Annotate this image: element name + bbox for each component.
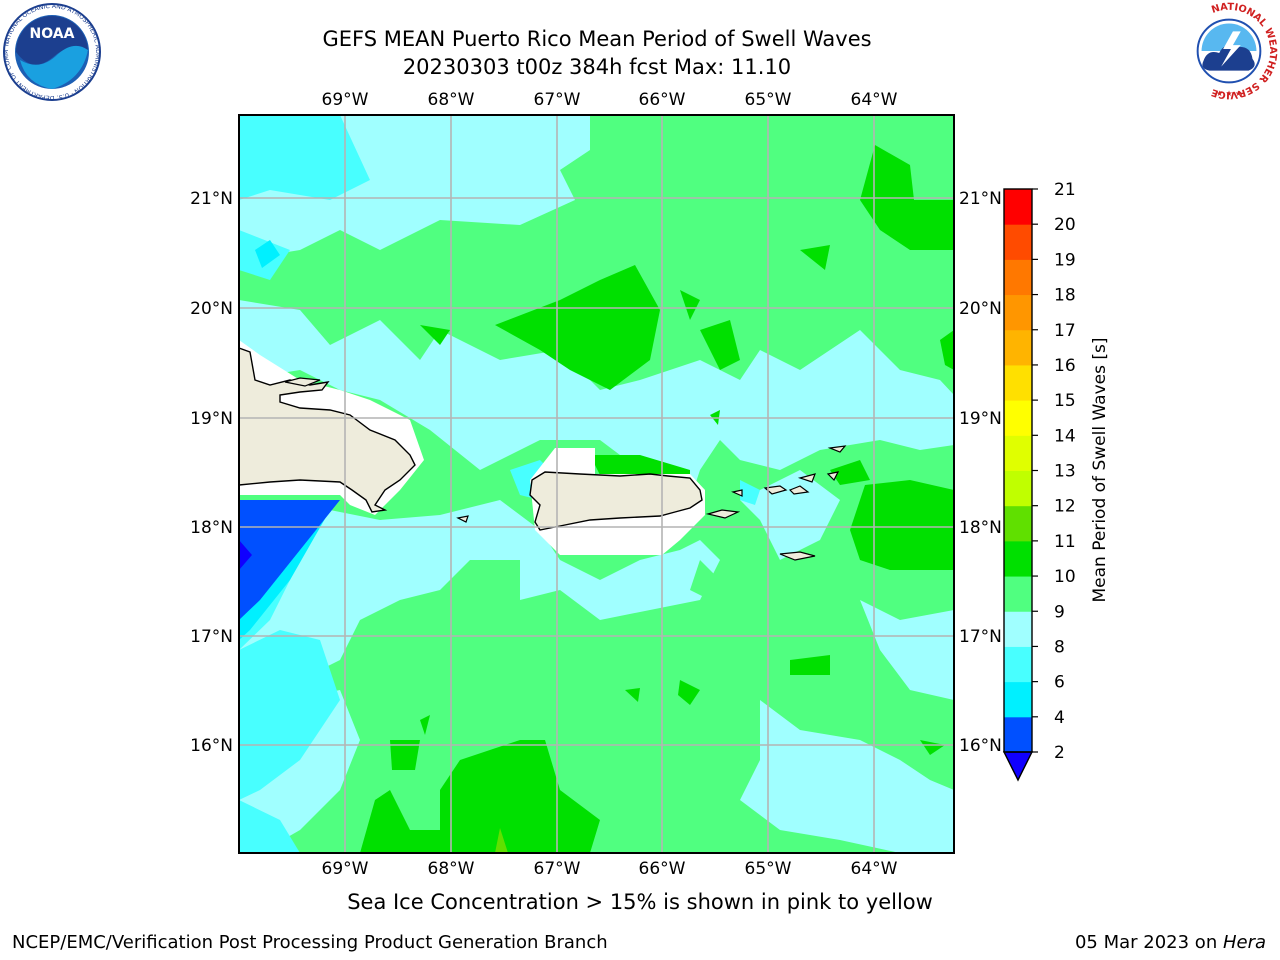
colorbar-segment	[1004, 470, 1032, 507]
lon-label-bottom: 64°W	[851, 859, 898, 879]
lon-label-top: 67°W	[534, 90, 581, 110]
colorbar-segment	[1004, 611, 1032, 647]
lon-label-bottom: 65°W	[745, 859, 792, 879]
lat-label-left: 19°N	[190, 409, 233, 429]
footer-credit: NCEP/EMC/Verification Post Processing Pr…	[12, 932, 608, 953]
lon-label-top: 69°W	[322, 90, 369, 110]
colorbar-tick-label: 4	[1054, 708, 1065, 728]
colorbar-tick-label: 21	[1054, 180, 1076, 200]
footer-machine: Hera	[1222, 932, 1266, 953]
lat-label-left: 16°N	[190, 736, 233, 756]
lon-label-bottom: 67°W	[534, 859, 581, 879]
colorbar-tick-label: 17	[1054, 321, 1076, 341]
colorbar-tick-label: 2	[1054, 743, 1065, 763]
lat-label-left: 17°N	[190, 627, 233, 647]
colorbar-tick-label: 15	[1054, 391, 1076, 411]
svg-text:★ ★ ★: ★ ★ ★	[1216, 89, 1242, 98]
lon-label-bottom: 69°W	[322, 859, 369, 879]
map-frame	[238, 114, 955, 854]
colorbar-tick-label: 8	[1054, 637, 1065, 657]
lat-label-left: 21°N	[190, 189, 233, 209]
right-latitude-labels: 21°N 20°N 19°N 18°N 17°N 16°N	[959, 189, 1002, 756]
map-subtitle: 20230303 t00z 384h fcst Max: 11.10	[402, 55, 792, 79]
lat-label-right: 18°N	[959, 518, 1002, 538]
lon-label-top: 68°W	[428, 90, 475, 110]
colorbar-segment	[1004, 294, 1032, 331]
colorbar-segment	[1004, 364, 1032, 401]
colorbar-under-arrow	[1002, 751, 1034, 782]
lat-label-right: 16°N	[959, 736, 1002, 756]
lat-label-right: 20°N	[959, 299, 1002, 319]
lat-label-right: 21°N	[959, 189, 1002, 209]
colorbar-tick-label: 14	[1054, 426, 1076, 446]
nws-logo: NATIONAL WEATHER SERVICE ★ ★ ★	[1181, 2, 1278, 100]
lon-label-top: 64°W	[851, 90, 898, 110]
colorbar-segment	[1004, 435, 1032, 471]
map-gridlines	[239, 115, 954, 853]
bottom-longitude-labels: 69°W 68°W 67°W 66°W 65°W 64°W	[322, 859, 898, 879]
lon-label-top: 65°W	[745, 90, 792, 110]
noaa-logo-text: NOAA	[30, 26, 75, 42]
colorbar-label: Mean Period of Swell Waves [s]	[1090, 338, 1110, 603]
lon-label-bottom: 68°W	[428, 859, 475, 879]
colorbar-segment	[1004, 189, 1032, 225]
colorbar-tick-label: 10	[1054, 567, 1076, 587]
lat-label-left: 20°N	[190, 299, 233, 319]
colorbar-segment	[1004, 646, 1032, 683]
colorbar-tick-label: 18	[1054, 286, 1076, 306]
colorbar-tick-label: 20	[1054, 215, 1076, 235]
colorbar-segment	[1004, 681, 1032, 718]
colorbar-tick-label: 11	[1054, 532, 1076, 552]
footer-date: 05 Mar 2023 on Hera	[1075, 932, 1266, 953]
colorbar-tick-label: 6	[1054, 673, 1065, 693]
colorbar-tick-label: 12	[1054, 497, 1076, 517]
lon-label-top: 66°W	[639, 90, 686, 110]
map-field	[239, 115, 954, 853]
map-title: GEFS MEAN Puerto Rico Mean Period of Swe…	[322, 27, 872, 51]
colorbar: 2 4 6 8 9 10 11 12 13 14 15 16 17 18 19 20 21	[1002, 180, 1076, 782]
colorbar-segment	[1004, 716, 1032, 753]
top-longitude-labels: 69°W 68°W 67°W 66°W 65°W 64°W	[322, 90, 898, 110]
lat-label-right: 19°N	[959, 409, 1002, 429]
colorbar-segment	[1004, 400, 1032, 436]
colorbar-segment	[1004, 224, 1032, 260]
left-latitude-labels: 21°N 20°N 19°N 18°N 17°N 16°N	[190, 189, 233, 756]
colorbar-segment	[1004, 540, 1032, 577]
colorbar-tick-label: 16	[1054, 356, 1076, 376]
colorbar-tick-label: 9	[1054, 602, 1065, 622]
sea-ice-note: Sea Ice Concentration > 15% is shown in …	[347, 890, 933, 914]
lat-label-right: 17°N	[959, 627, 1002, 647]
colorbar-segment	[1004, 329, 1032, 366]
footer-date-text: 05 Mar 2023 on	[1074, 932, 1223, 953]
colorbar-segment	[1004, 259, 1032, 296]
lat-label-left: 18°N	[190, 518, 233, 538]
colorbar-segment	[1004, 576, 1032, 612]
colorbar-tick-label: 13	[1054, 462, 1076, 482]
noaa-logo: NATIONAL OCEANIC AND ATMOSPHERIC ADMINIS…	[2, 2, 101, 101]
colorbar-tick-label: 19	[1054, 250, 1076, 270]
colorbar-segment	[1004, 505, 1032, 542]
lon-label-bottom: 66°W	[639, 859, 686, 879]
